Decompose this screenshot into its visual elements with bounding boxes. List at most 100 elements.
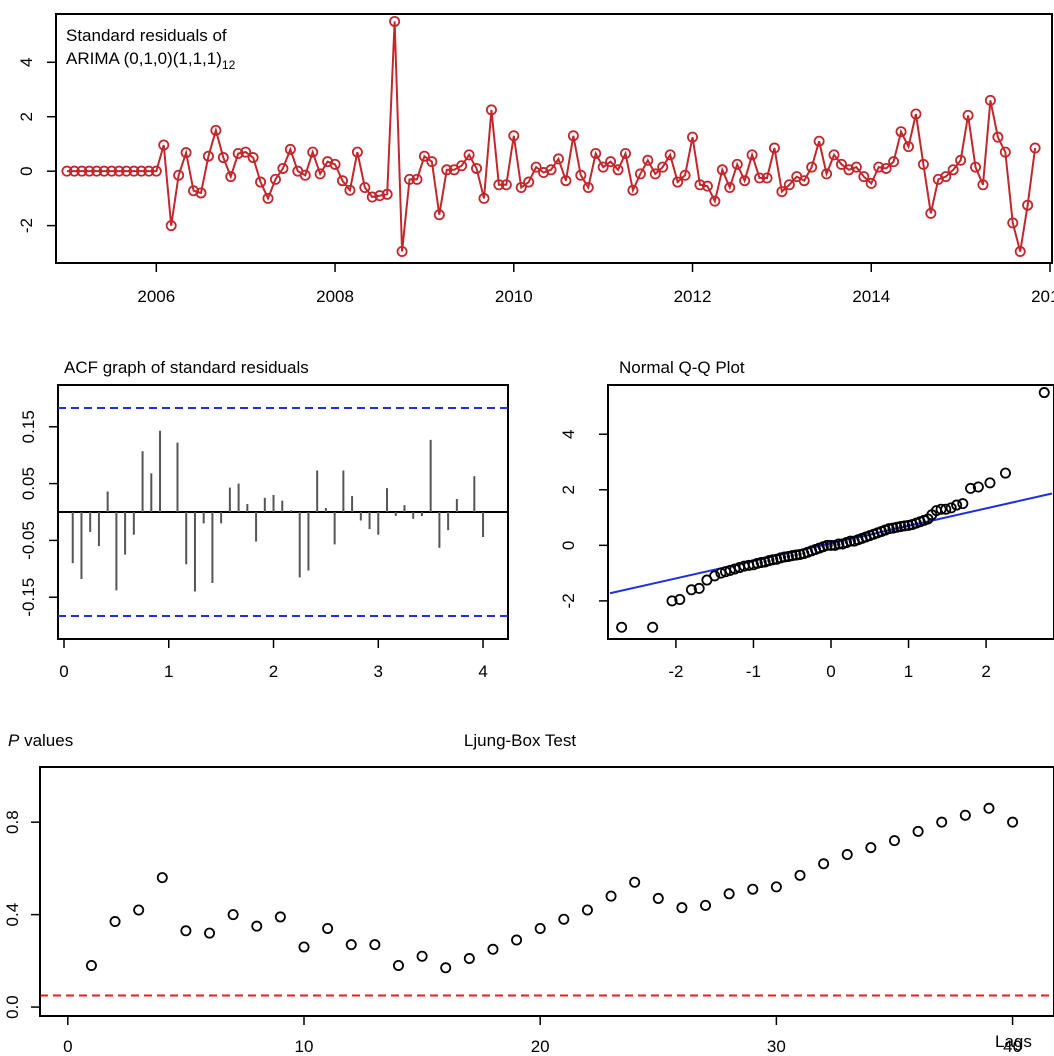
- residuals-annotation-line2: ARIMA (0,1,0)(1,1,1)12: [66, 49, 236, 72]
- qq-point: [685, 584, 697, 596]
- qq-point: [666, 595, 678, 607]
- ljung-box-point: [605, 890, 617, 902]
- ljung-box-point: [723, 888, 735, 900]
- ljung-box-x-axis: 0 10 20 30 40: [63, 1015, 1022, 1056]
- residuals-point: [441, 164, 453, 176]
- qq-point: [972, 481, 984, 493]
- residuals-point: [180, 147, 192, 159]
- qq-point: [833, 538, 845, 550]
- ljung-box-panel: P values Ljung-Box Test 0 10 20 30 40 0.0 0.4…: [3, 731, 1054, 1056]
- ljung-box-x-label: Lags: [995, 1032, 1032, 1051]
- ljung-box-plot-frame: [39, 766, 1054, 1017]
- ljung-box-x-tick-label: 40: [1003, 1037, 1022, 1056]
- residuals-point: [858, 171, 870, 183]
- residuals-x-tick-label: 2010: [495, 287, 533, 306]
- residuals-x-tick-label: 2016: [1031, 287, 1054, 306]
- ljung-box-x-tick-label: 0: [63, 1037, 72, 1056]
- qq-x-tick-label: -1: [746, 662, 761, 681]
- acf-y-tick-label: 0.15: [19, 410, 38, 443]
- residuals-y-tick-label: 0: [17, 166, 36, 175]
- residuals-point: [575, 169, 587, 181]
- ljung-box-x-tick-label: 30: [767, 1037, 786, 1056]
- qq-y-axis: -2 0 2 4: [559, 429, 609, 608]
- residuals-point: [552, 153, 564, 165]
- residuals-point: [366, 191, 378, 203]
- residuals-point: [329, 158, 341, 170]
- residuals-annotation-line1: Standard residuals of: [66, 26, 227, 45]
- qq-point: [821, 539, 833, 551]
- residuals-annotation-subscript: 12: [222, 58, 236, 72]
- residuals-point: [269, 173, 281, 185]
- ljung-box-point: [912, 825, 924, 837]
- residuals-point: [917, 158, 929, 170]
- residuals-point: [113, 165, 125, 177]
- residuals-point: [709, 195, 721, 207]
- residuals-point: [374, 190, 386, 202]
- residuals-point: [173, 169, 185, 181]
- residuals-point: [716, 164, 728, 176]
- ljung-box-point: [204, 927, 216, 939]
- residuals-point: [404, 173, 416, 185]
- residuals-point: [813, 135, 825, 147]
- residuals-point: [485, 104, 497, 116]
- residuals-point: [411, 173, 423, 185]
- qq-point: [693, 582, 705, 594]
- ljung-box-point: [794, 869, 806, 881]
- ljung-box-point: [747, 883, 759, 895]
- ljung-box-point: [227, 909, 239, 921]
- residuals-panel: Standard residuals of ARIMA (0,1,0)(1,1,…: [17, 13, 1054, 306]
- residuals-point: [597, 161, 609, 173]
- residuals-point: [694, 179, 706, 191]
- qq-y-tick-label: 2: [559, 485, 578, 494]
- acf-x-tick-label: 1: [164, 662, 173, 681]
- residuals-point: [947, 164, 959, 176]
- ljung-box-y-label: P values: [8, 731, 73, 750]
- qq-point: [1038, 387, 1050, 399]
- residuals-point: [91, 165, 103, 177]
- residuals-point: [76, 165, 88, 177]
- residuals-point: [761, 172, 773, 184]
- residuals-point: [68, 165, 80, 177]
- qq-point: [940, 503, 952, 515]
- residuals-point: [307, 146, 319, 158]
- qq-y-tick-label: -2: [559, 593, 578, 608]
- acf-y-tick-label: -0.15: [19, 578, 38, 617]
- residuals-point: [642, 154, 654, 166]
- qq-point: [899, 520, 911, 532]
- ljung-box-point: [534, 922, 546, 934]
- ljung-box-point: [888, 835, 900, 847]
- qq-point: [984, 477, 996, 489]
- qq-point: [709, 570, 721, 582]
- residuals-point: [418, 150, 430, 162]
- residuals-point: [835, 158, 847, 170]
- ljung-box-y-tick-label: 0.4: [3, 903, 22, 927]
- qq-point: [895, 520, 907, 532]
- qq-y-tick-label: 4: [559, 429, 578, 438]
- residuals-point: [83, 165, 95, 177]
- acf-x-tick-label: 2: [269, 662, 278, 681]
- ljung-box-point: [770, 881, 782, 893]
- residuals-point: [143, 165, 155, 177]
- residuals-point: [165, 220, 177, 232]
- qq-y-tick-label: 0: [559, 541, 578, 550]
- qq-point: [945, 502, 957, 514]
- residuals-point: [210, 124, 222, 136]
- residuals-point: [582, 181, 594, 193]
- residuals-point: [925, 207, 937, 219]
- ljung-box-point: [700, 899, 712, 911]
- ljung-box-point: [818, 858, 830, 870]
- qq-point: [767, 554, 779, 566]
- residuals-point: [433, 209, 445, 221]
- residuals-point: [106, 165, 118, 177]
- residuals-point: [381, 188, 393, 200]
- residuals-point: [545, 164, 557, 176]
- residuals-point: [619, 147, 631, 159]
- residuals-point: [202, 150, 214, 162]
- residuals-point: [970, 161, 982, 173]
- qq-points: [609, 387, 1053, 633]
- residuals-point: [240, 146, 252, 158]
- residuals-x-axis: 2006 2008 2010 2012 2014 2016: [137, 262, 1054, 306]
- residuals-point: [128, 165, 140, 177]
- residuals-y-tick-label: 4: [17, 58, 36, 67]
- residuals-point: [530, 161, 542, 173]
